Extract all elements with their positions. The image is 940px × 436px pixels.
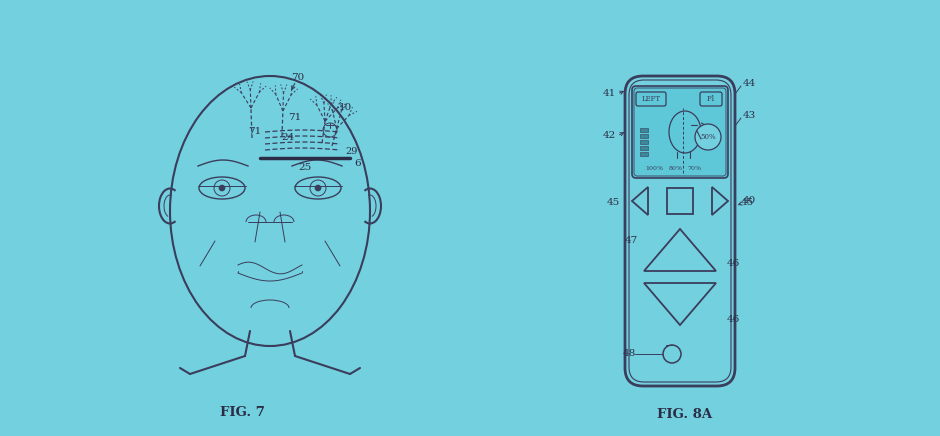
Text: 46: 46 [727, 314, 740, 324]
Bar [640, 128, 648, 132]
Bar [667, 188, 693, 214]
Text: LEFT: LEFT [641, 95, 661, 103]
Text: 48: 48 [622, 350, 635, 358]
Text: 71: 71 [248, 126, 261, 136]
Text: 44: 44 [743, 79, 756, 89]
Text: 46: 46 [727, 259, 740, 268]
Text: FIG. 7: FIG. 7 [220, 405, 264, 419]
Text: 70: 70 [291, 74, 305, 82]
FancyBboxPatch shape [632, 86, 728, 178]
Text: FIG. 8A: FIG. 8A [657, 408, 713, 420]
Text: 10: 10 [338, 103, 352, 112]
Text: 6: 6 [354, 160, 361, 168]
Text: 80%: 80% [669, 167, 683, 171]
Bar [640, 152, 648, 156]
Text: 42: 42 [603, 132, 616, 140]
Bar [640, 140, 648, 144]
Circle shape [219, 185, 225, 191]
Bar [640, 146, 648, 150]
Text: 50%: 50% [700, 133, 716, 141]
FancyBboxPatch shape [625, 76, 735, 386]
Text: 100%: 100% [645, 167, 663, 171]
Text: 47: 47 [624, 236, 637, 245]
Text: 70%: 70% [687, 167, 701, 171]
Text: 45: 45 [606, 198, 619, 208]
Circle shape [695, 124, 721, 150]
Text: 40: 40 [743, 197, 756, 205]
Text: P1: P1 [707, 95, 715, 103]
Text: 25: 25 [298, 164, 312, 173]
Circle shape [315, 185, 321, 191]
Text: 45: 45 [741, 198, 754, 208]
Bar [640, 134, 648, 138]
Text: 43: 43 [743, 112, 756, 120]
Text: 29: 29 [346, 146, 358, 156]
Text: 41: 41 [603, 89, 616, 99]
Text: 24: 24 [281, 133, 294, 143]
Text: 71: 71 [289, 113, 302, 123]
